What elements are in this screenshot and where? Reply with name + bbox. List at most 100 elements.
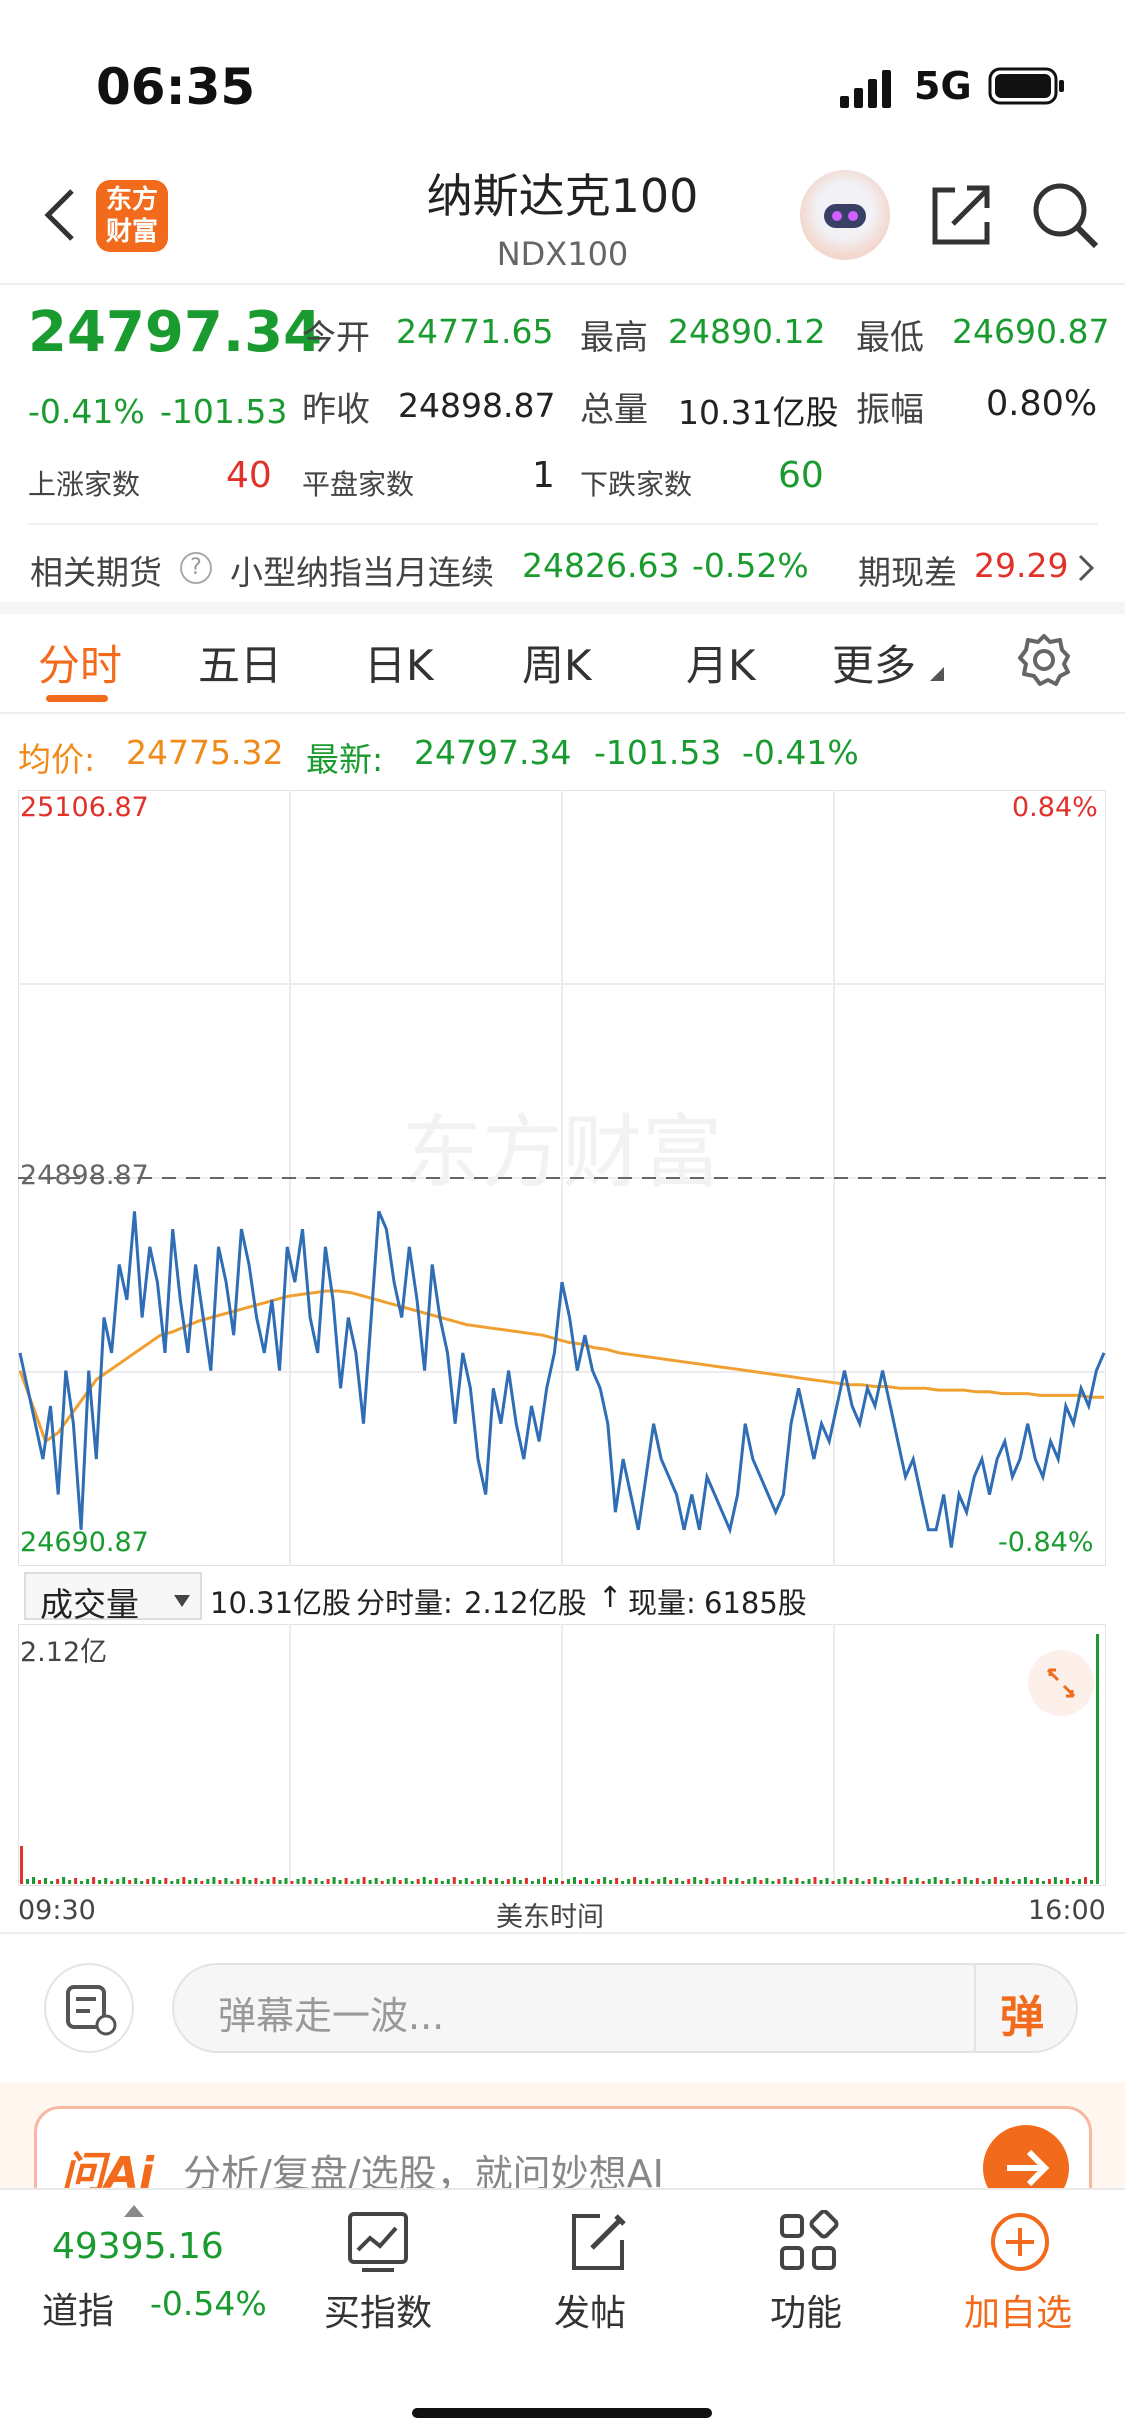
low-value: 24690.87 <box>952 312 1110 351</box>
volume-bar <box>134 1878 138 1884</box>
volume-bar <box>867 1879 871 1884</box>
chevron-right-icon <box>1076 552 1096 584</box>
home-indicator <box>412 2408 712 2418</box>
volume-bar <box>506 1879 510 1884</box>
notes-icon[interactable] <box>44 1963 134 2053</box>
volume-bar <box>543 1877 546 1884</box>
volume-bar <box>284 1878 288 1884</box>
tab-active-indicator <box>46 695 108 702</box>
y-max-label: 25106.87 <box>20 792 149 823</box>
volume-bar <box>915 1878 919 1884</box>
volume-bar <box>657 1879 661 1884</box>
volume-bar <box>194 1878 198 1884</box>
last-price: 24797.34 <box>28 300 323 365</box>
tick-volume-label: 分时量: <box>356 1586 453 1620</box>
expand-icon[interactable] <box>1028 1650 1094 1716</box>
last-value: 24797.34 <box>414 733 572 772</box>
volume-bar <box>524 1878 528 1884</box>
robot-avatar-icon[interactable] <box>800 170 890 260</box>
prev-close-label: 昨收 <box>302 390 370 430</box>
volume-bar <box>879 1880 883 1884</box>
volume-bar <box>344 1878 348 1884</box>
futures-name: 小型纳指当月连续 <box>230 553 494 592</box>
nav-functions[interactable]: 功能 <box>766 2204 886 2354</box>
avg-price-line <box>18 1289 1104 1444</box>
volume-bar <box>663 1877 667 1884</box>
volume-bar <box>512 1877 516 1884</box>
volume-bar <box>651 1881 655 1884</box>
volume-bar <box>230 1881 234 1884</box>
volume-bar <box>699 1880 703 1884</box>
nav-add-watchlist[interactable]: 加自选 <box>960 2204 1090 2354</box>
volume-bar <box>260 1881 264 1884</box>
basis-value: 29.29 <box>974 546 1069 585</box>
volume-bar <box>116 1879 120 1884</box>
now-volume-label: 现量: <box>628 1586 696 1620</box>
volume-bar <box>110 1881 114 1884</box>
volume-bar <box>1023 1877 1027 1884</box>
avg-label: 均价: <box>18 740 96 779</box>
gear-icon[interactable] <box>1016 632 1072 688</box>
volume-bar <box>1065 1878 1069 1884</box>
search-icon[interactable] <box>1030 180 1100 250</box>
futures-row[interactable]: 相关期货 ? 小型纳指当月连续 24826.63 -0.52% 期现差 29.2… <box>0 530 1125 602</box>
up-arrow-icon: ↑ <box>598 1580 623 1614</box>
tab-more[interactable]: 更多 <box>832 641 917 690</box>
volume-selector[interactable]: 成交量 <box>24 1572 202 1624</box>
tab-daily-k[interactable]: 日K <box>364 641 434 690</box>
volume-bar <box>729 1880 733 1884</box>
volume-bar <box>939 1880 943 1884</box>
danmu-button[interactable]: 弹 <box>1000 1992 1044 2043</box>
volume-bar <box>855 1878 859 1884</box>
volume-bar <box>771 1881 775 1884</box>
volume-bar <box>681 1881 685 1884</box>
tab-monthly-k[interactable]: 月K <box>686 641 756 690</box>
volume-bar <box>44 1878 47 1884</box>
open-label: 今开 <box>302 318 370 358</box>
last-change: -101.53 <box>594 733 722 772</box>
volume-bar <box>999 1880 1003 1884</box>
tab-intraday[interactable]: 分时 <box>38 641 123 690</box>
nav-buy-index[interactable]: 买指数 <box>318 2204 438 2354</box>
volume-bar <box>452 1877 456 1884</box>
volume-bar <box>140 1881 144 1884</box>
bottom-index-pct[interactable]: -0.54% <box>150 2284 267 2323</box>
volume-bar <box>957 1879 961 1884</box>
volume-bar <box>302 1877 306 1884</box>
avg-value: 24775.32 <box>126 733 284 772</box>
tab-weekly-k[interactable]: 周K <box>522 641 592 690</box>
ref-label: 24898.87 <box>20 1160 149 1191</box>
volume-bar <box>591 1881 595 1884</box>
danmu-input[interactable]: 弹幕走一波... 弹 <box>172 1963 1078 2053</box>
volume-bar <box>368 1880 372 1884</box>
volume-bar <box>92 1877 96 1884</box>
caret-down-icon <box>930 666 944 681</box>
back-icon[interactable] <box>40 185 80 245</box>
help-icon[interactable]: ? <box>180 552 212 584</box>
volume-bar <box>26 1879 29 1884</box>
bottom-index-value[interactable]: 49395.16 <box>52 2226 224 2267</box>
tab-five-day[interactable]: 五日 <box>198 641 283 690</box>
prev-close-value: 24898.87 <box>398 386 556 425</box>
volume-bar <box>963 1877 967 1884</box>
nav-post[interactable]: 发帖 <box>548 2204 668 2354</box>
volume-bar <box>356 1879 360 1884</box>
intraday-price-chart[interactable]: 东方财富 <box>18 790 1106 1566</box>
bottom-index-name[interactable]: 道指 <box>42 2291 115 2332</box>
volume-bar <box>849 1880 853 1884</box>
volume-bar <box>783 1877 787 1884</box>
volume-bar <box>20 1846 23 1884</box>
price-line <box>18 1210 1106 1548</box>
volume-bar <box>951 1881 955 1884</box>
volume-total: 10.31亿股 <box>210 1586 352 1620</box>
basis-label: 期现差 <box>858 553 957 592</box>
pct-min-label: -0.84% <box>998 1527 1094 1558</box>
danmu-placeholder: 弹幕走一波... <box>218 1994 445 2038</box>
volume-bar <box>416 1879 420 1884</box>
volume-bar <box>290 1881 294 1884</box>
share-icon[interactable] <box>925 180 995 250</box>
volume-bar <box>434 1878 438 1884</box>
volume-bar <box>717 1879 721 1884</box>
volume-bar <box>62 1877 66 1884</box>
volume-bar <box>482 1877 486 1884</box>
